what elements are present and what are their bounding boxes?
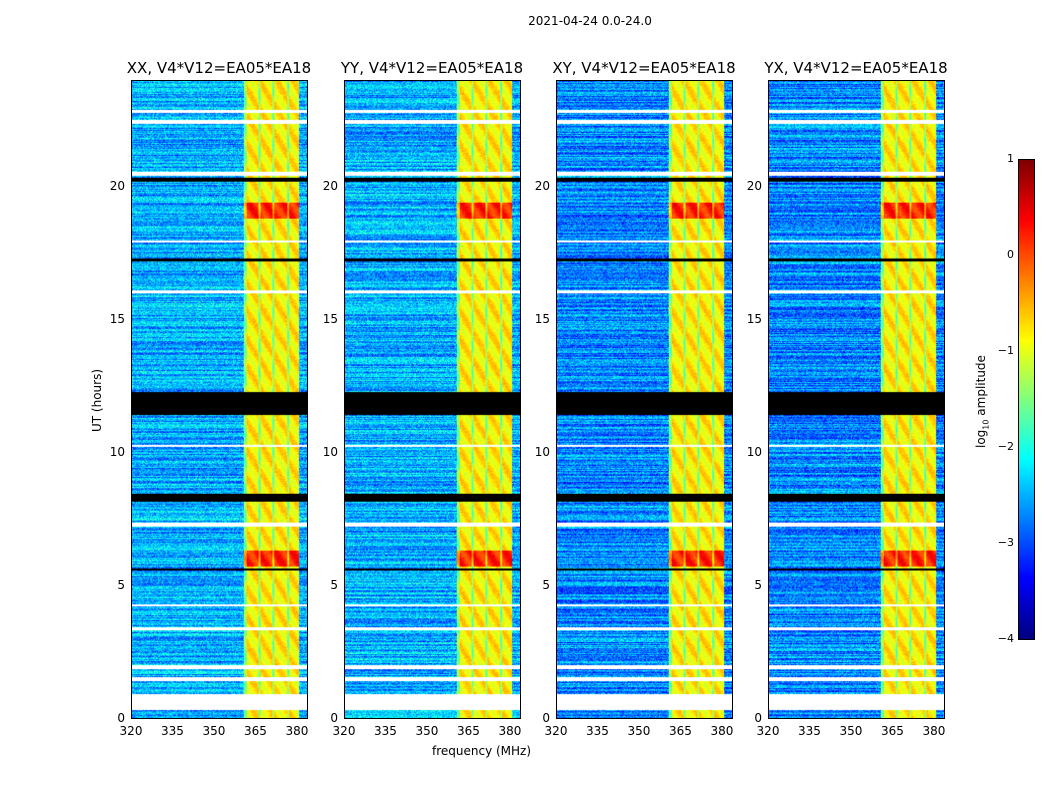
- x-tick-label: 380: [710, 724, 734, 738]
- x-axis-label: frequency (MHz): [432, 744, 532, 758]
- panel-title: XY, V4*V12=EA05*EA18: [552, 59, 736, 77]
- colorbar: [1018, 159, 1035, 640]
- y-tick-label: 10: [746, 444, 762, 459]
- x-tick-label: 350: [415, 724, 439, 738]
- y-tick-label: 5: [754, 577, 762, 592]
- x-tick-label: 335: [586, 724, 609, 738]
- y-axis-label: UT (hours): [90, 368, 104, 432]
- y-tick-label: 20: [746, 178, 762, 193]
- colorbar-tick-label: −2: [997, 440, 1014, 453]
- y-tick-label: 10: [322, 444, 338, 459]
- x-tick-label: 350: [202, 724, 226, 738]
- y-tick-label: 10: [109, 444, 125, 459]
- colorbar-label: log10 amplitude: [974, 355, 991, 448]
- x-tick-label: 380: [498, 724, 522, 738]
- y-tick-label: 15: [746, 311, 762, 326]
- panel-title: XX, V4*V12=EA05*EA18: [126, 59, 312, 77]
- y-tick-label: 0: [117, 711, 125, 725]
- y-tick-label: 15: [322, 311, 338, 326]
- y-tick-label: 20: [322, 178, 338, 193]
- x-tick-label: 380: [922, 724, 946, 738]
- x-tick-label: 320: [332, 724, 356, 738]
- panel-title: YY, V4*V12=EA05*EA18: [340, 59, 524, 77]
- x-tick-label: 335: [798, 724, 821, 738]
- x-tick-label: 320: [756, 724, 780, 738]
- colorbar-tick-label: 0: [1007, 248, 1014, 261]
- colorbar-tick-label: 1: [1007, 152, 1014, 165]
- colorbar-tick-label: −4: [997, 632, 1014, 645]
- x-tick-label: 365: [881, 724, 904, 738]
- y-tick-label: 15: [534, 311, 550, 326]
- y-tick-label: 15: [109, 311, 125, 326]
- x-tick-label: 320: [119, 724, 143, 738]
- x-tick-label: 335: [161, 724, 184, 738]
- x-tick-label: 350: [627, 724, 651, 738]
- colorbar-tick-label: −3: [997, 536, 1014, 549]
- y-tick-label: 20: [109, 178, 125, 193]
- spectrogram-yx: [768, 80, 945, 719]
- x-tick-label: 380: [285, 724, 309, 738]
- spectrogram-yy: [344, 80, 521, 719]
- x-tick-label: 365: [669, 724, 692, 738]
- y-tick-label: 0: [542, 711, 550, 725]
- y-tick-label: 10: [534, 444, 550, 459]
- panel-title: YX, V4*V12=EA05*EA18: [764, 59, 948, 77]
- y-tick-label: 5: [330, 577, 338, 592]
- x-tick-label: 350: [839, 724, 863, 738]
- figure-title: 2021-04-24 0.0-24.0: [528, 14, 652, 28]
- x-tick-label: 320: [544, 724, 568, 738]
- x-tick-label: 365: [457, 724, 480, 738]
- y-tick-label: 20: [534, 178, 550, 193]
- spectrogram-xy: [556, 80, 733, 719]
- spectrogram-xx: [131, 80, 308, 719]
- x-tick-label: 365: [244, 724, 267, 738]
- colorbar-tick-label: −1: [997, 344, 1014, 357]
- y-tick-label: 5: [542, 577, 550, 592]
- y-tick-label: 0: [330, 711, 338, 725]
- y-tick-label: 5: [117, 577, 125, 592]
- y-tick-label: 0: [754, 711, 762, 725]
- x-tick-label: 335: [374, 724, 397, 738]
